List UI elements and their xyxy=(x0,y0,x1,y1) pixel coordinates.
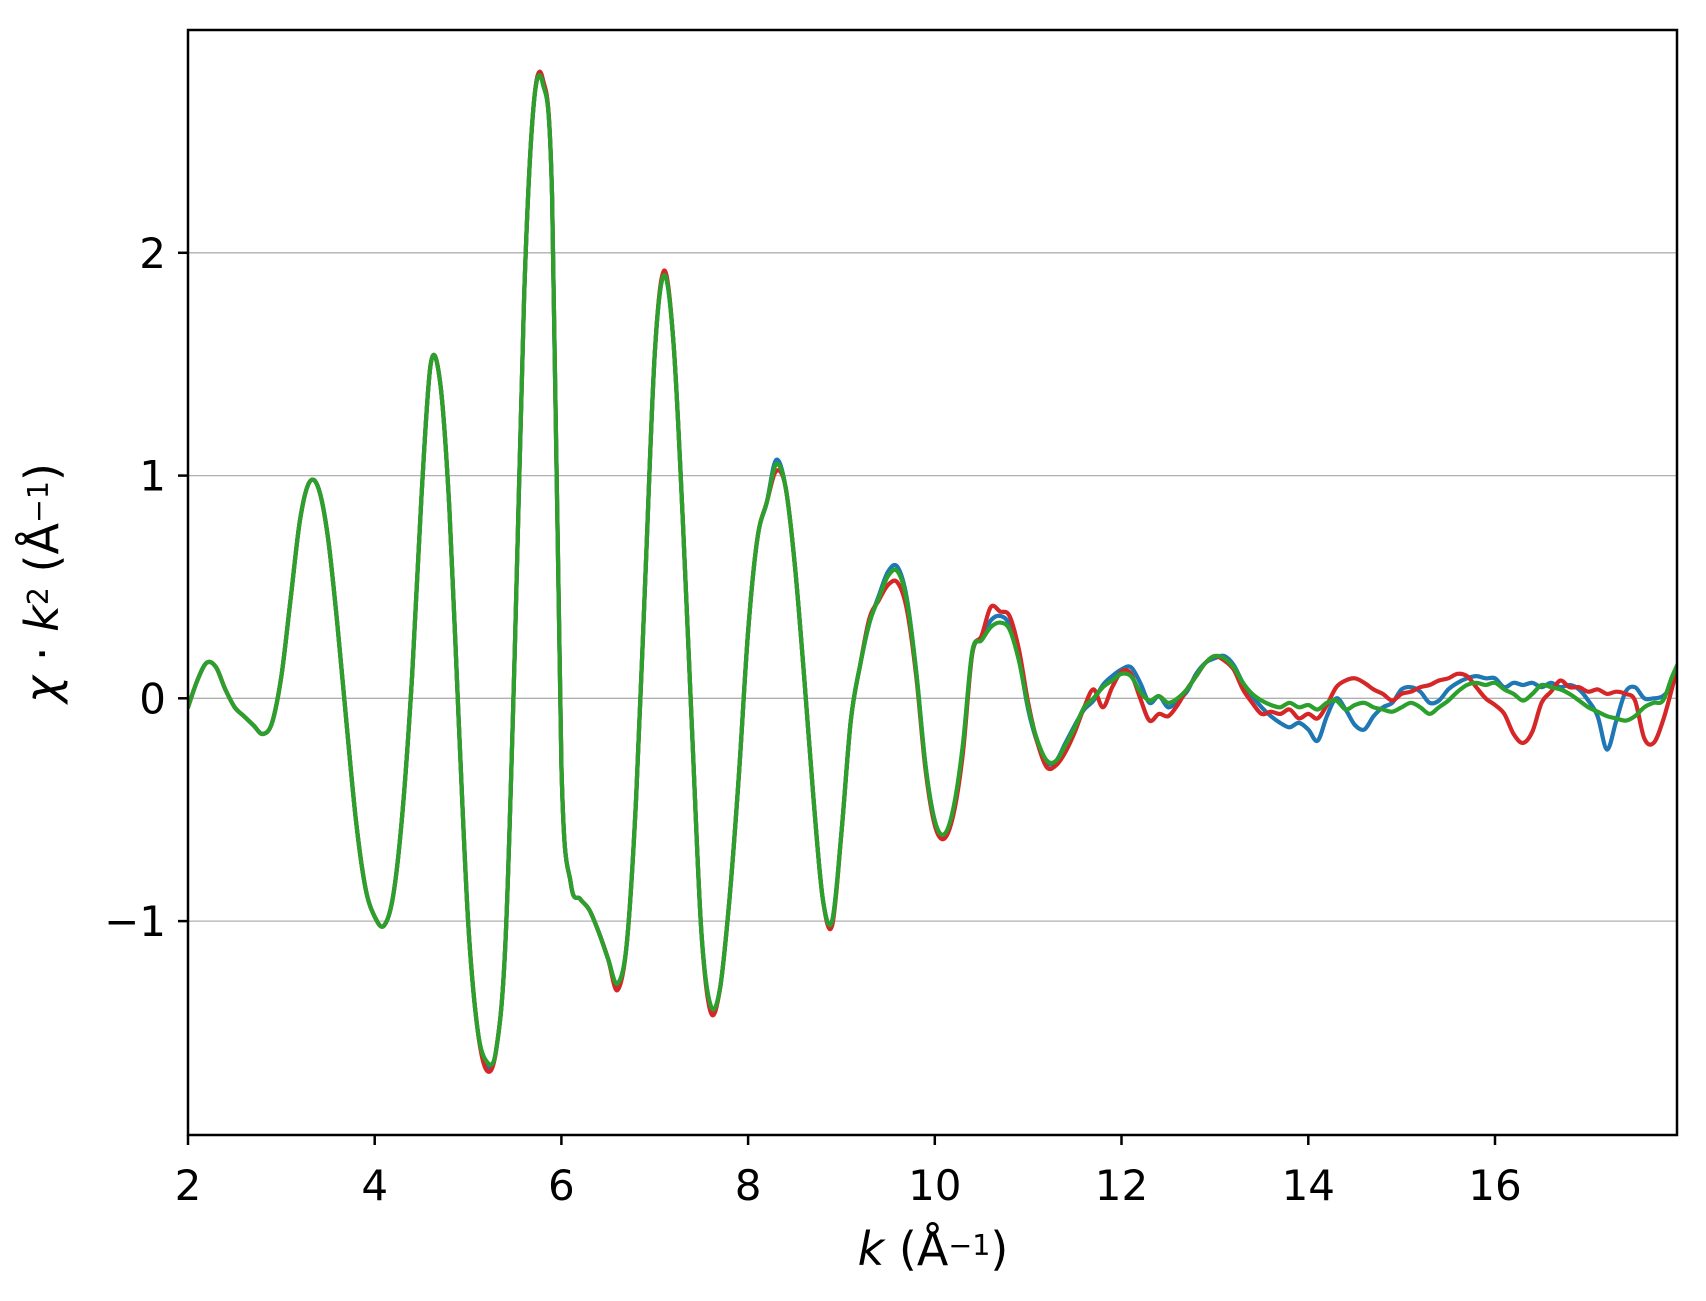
plot-frame xyxy=(186,28,1679,1137)
x-tick-label: 6 xyxy=(548,1161,575,1210)
x-tick-label: 8 xyxy=(735,1161,762,1210)
x-tick-label: 10 xyxy=(908,1161,961,1210)
y-tick-label: 0 xyxy=(139,674,166,723)
x-tick-label: 16 xyxy=(1468,1161,1521,1210)
y-axis-label: χ · k2 (Å−1) xyxy=(15,463,69,706)
x-tick-label: 4 xyxy=(361,1161,388,1210)
y-tick-label: 1 xyxy=(139,452,166,501)
x-tick-label: 2 xyxy=(175,1161,202,1210)
series-path-spectrum-green xyxy=(188,73,1677,1067)
x-tick-label: 12 xyxy=(1095,1161,1148,1210)
y-tick-label: −1 xyxy=(104,897,166,946)
y-tick-label: 2 xyxy=(139,229,166,278)
x-tick-label: 14 xyxy=(1282,1161,1335,1210)
